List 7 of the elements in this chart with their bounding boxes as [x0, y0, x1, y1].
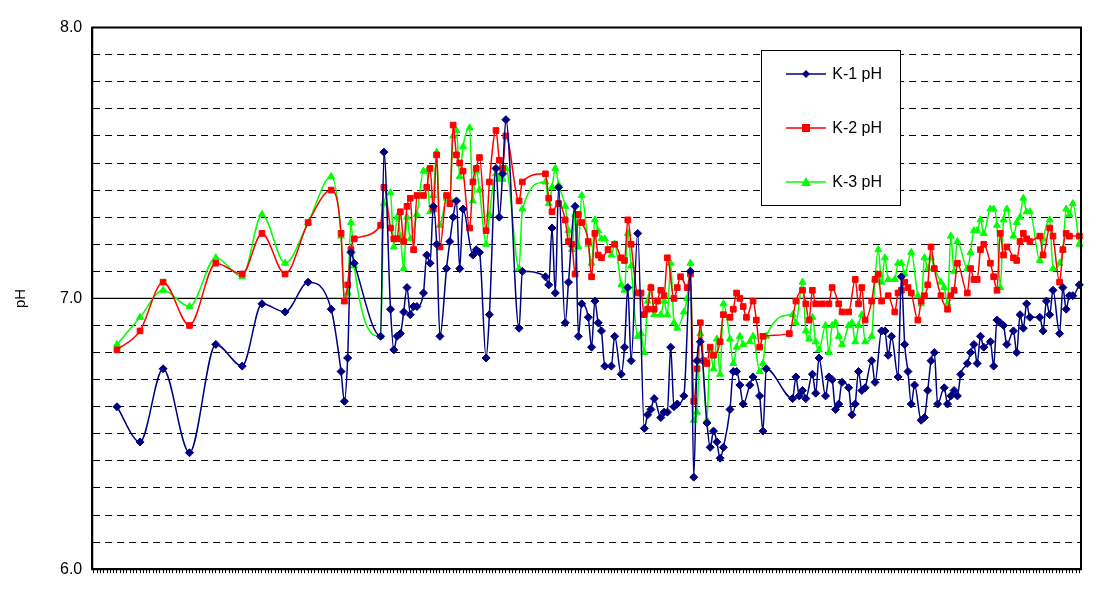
- legend-label: K-1 pH: [832, 64, 882, 83]
- y-tick-label: 8.0: [59, 18, 83, 36]
- legend-label: K-3 pH: [832, 172, 882, 191]
- legend-label: K-2 pH: [832, 118, 882, 137]
- y-tick-label: 6.0: [59, 559, 83, 577]
- y-axis-title: pH: [11, 288, 29, 308]
- y-tick-label: 7.0: [59, 288, 83, 306]
